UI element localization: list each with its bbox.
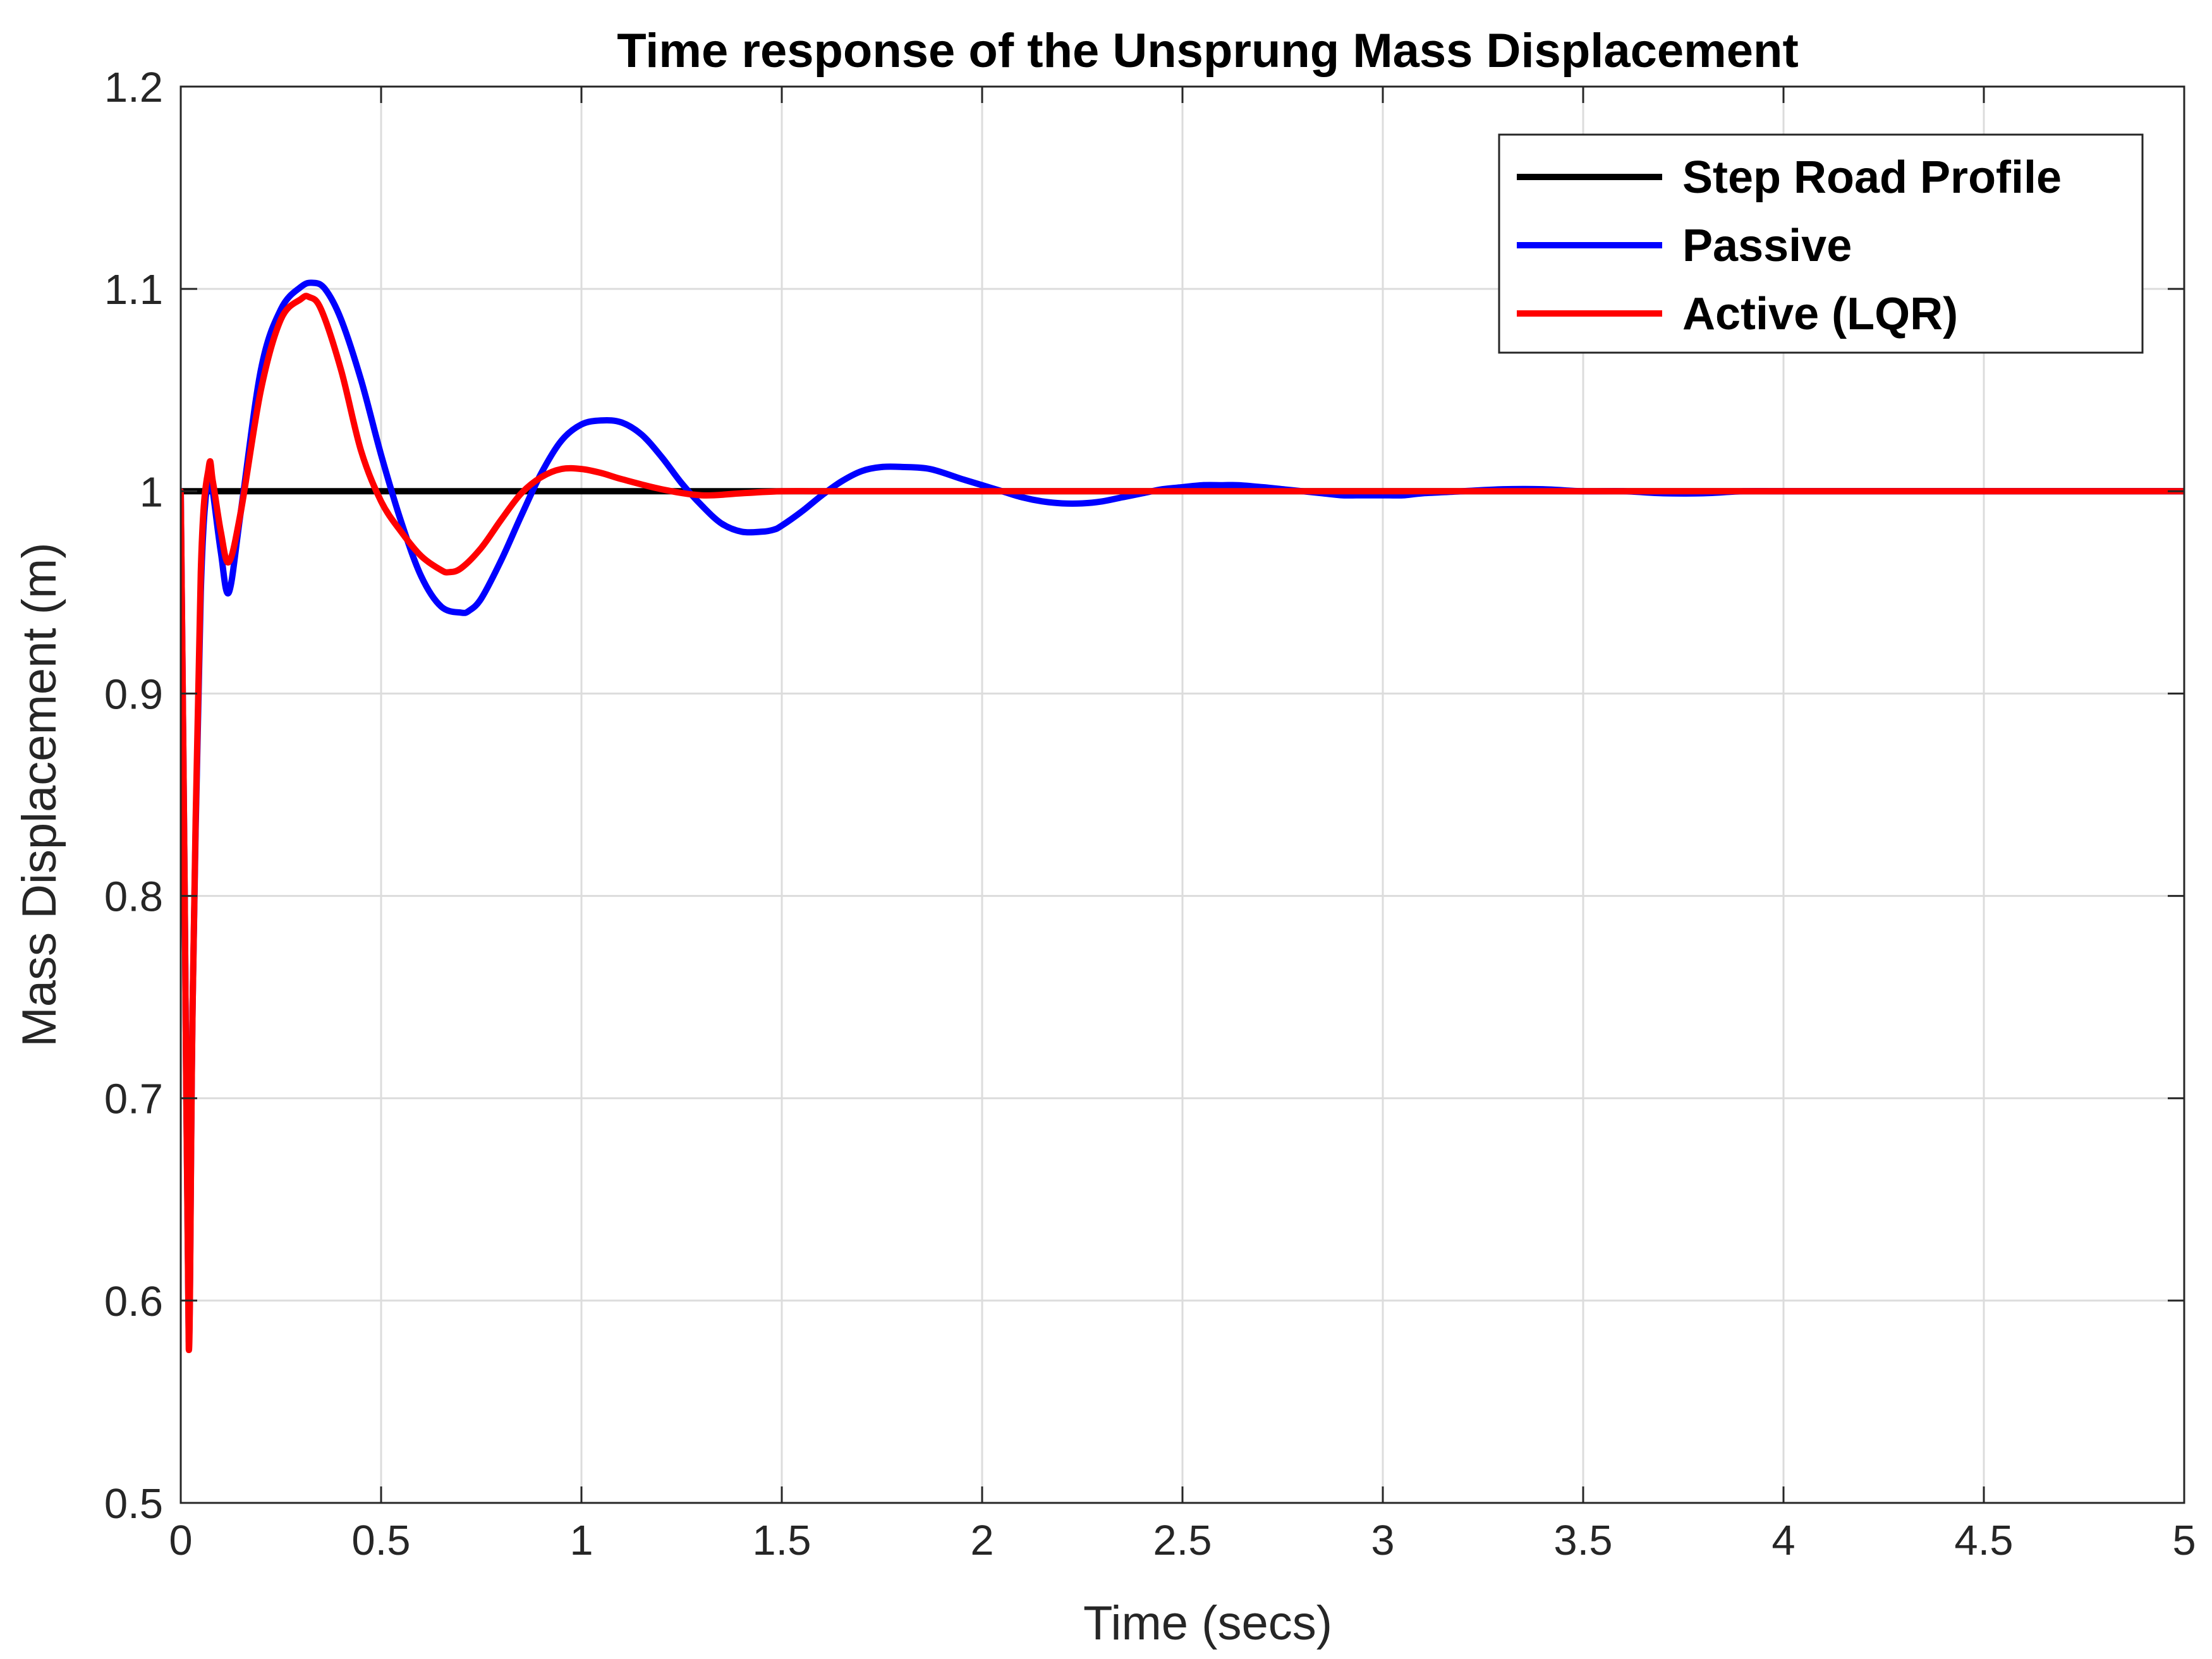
legend-label: Active (LQR) xyxy=(1682,289,1958,339)
tick-marks xyxy=(179,85,2185,1504)
x-tick-label: 0.5 xyxy=(351,1517,410,1564)
chart-title: Time response of the Unsprung Mass Displ… xyxy=(617,24,1799,78)
legend-item-active-lqr: Active (LQR) xyxy=(1517,289,1958,339)
y-tick-label: 1.2 xyxy=(104,64,163,111)
x-tick-label: 2.5 xyxy=(1153,1517,1212,1564)
series-layer xyxy=(181,279,2184,1353)
x-axis-title: Time (secs) xyxy=(1083,1596,1332,1650)
x-tick-label: 3 xyxy=(1371,1517,1394,1564)
y-tick-labels: 0.5 0.6 0.7 0.8 0.9 1 1.1 1.2 xyxy=(104,64,163,1528)
legend-item-passive: Passive xyxy=(1517,221,1852,271)
x-tick-label: 1.5 xyxy=(752,1517,811,1564)
y-axis-title: Mass Displacement (m) xyxy=(13,542,66,1047)
y-tick-label: 0.5 xyxy=(104,1480,163,1528)
legend-label: Step Road Profile xyxy=(1682,152,2062,203)
y-tick-label: 1.1 xyxy=(104,266,163,313)
x-tick-labels: 0 0.5 1 1.5 2 2.5 3 3.5 4 4.5 5 xyxy=(169,1517,2196,1564)
y-tick-label: 1 xyxy=(140,468,163,516)
x-tick-label: 3.5 xyxy=(1553,1517,1612,1564)
x-tick-label: 2 xyxy=(970,1517,994,1564)
y-tick-label: 0.7 xyxy=(104,1076,163,1123)
x-tick-label: 5 xyxy=(2172,1517,2196,1564)
legend-label: Passive xyxy=(1682,221,1852,271)
legend: Step Road Profile Passive Active (LQR) xyxy=(1498,133,2144,354)
x-tick-label: 4 xyxy=(1771,1517,1795,1564)
y-tick-label: 0.9 xyxy=(104,671,163,718)
x-tick-label: 1 xyxy=(569,1517,593,1564)
x-tick-label: 0 xyxy=(169,1517,192,1564)
series-active-lqr-line xyxy=(181,293,2184,1353)
y-tick-label: 0.6 xyxy=(104,1278,163,1325)
legend-item-step-road-profile: Step Road Profile xyxy=(1517,152,2062,203)
y-tick-label: 0.8 xyxy=(104,873,163,921)
x-tick-label: 4.5 xyxy=(1954,1517,2013,1564)
